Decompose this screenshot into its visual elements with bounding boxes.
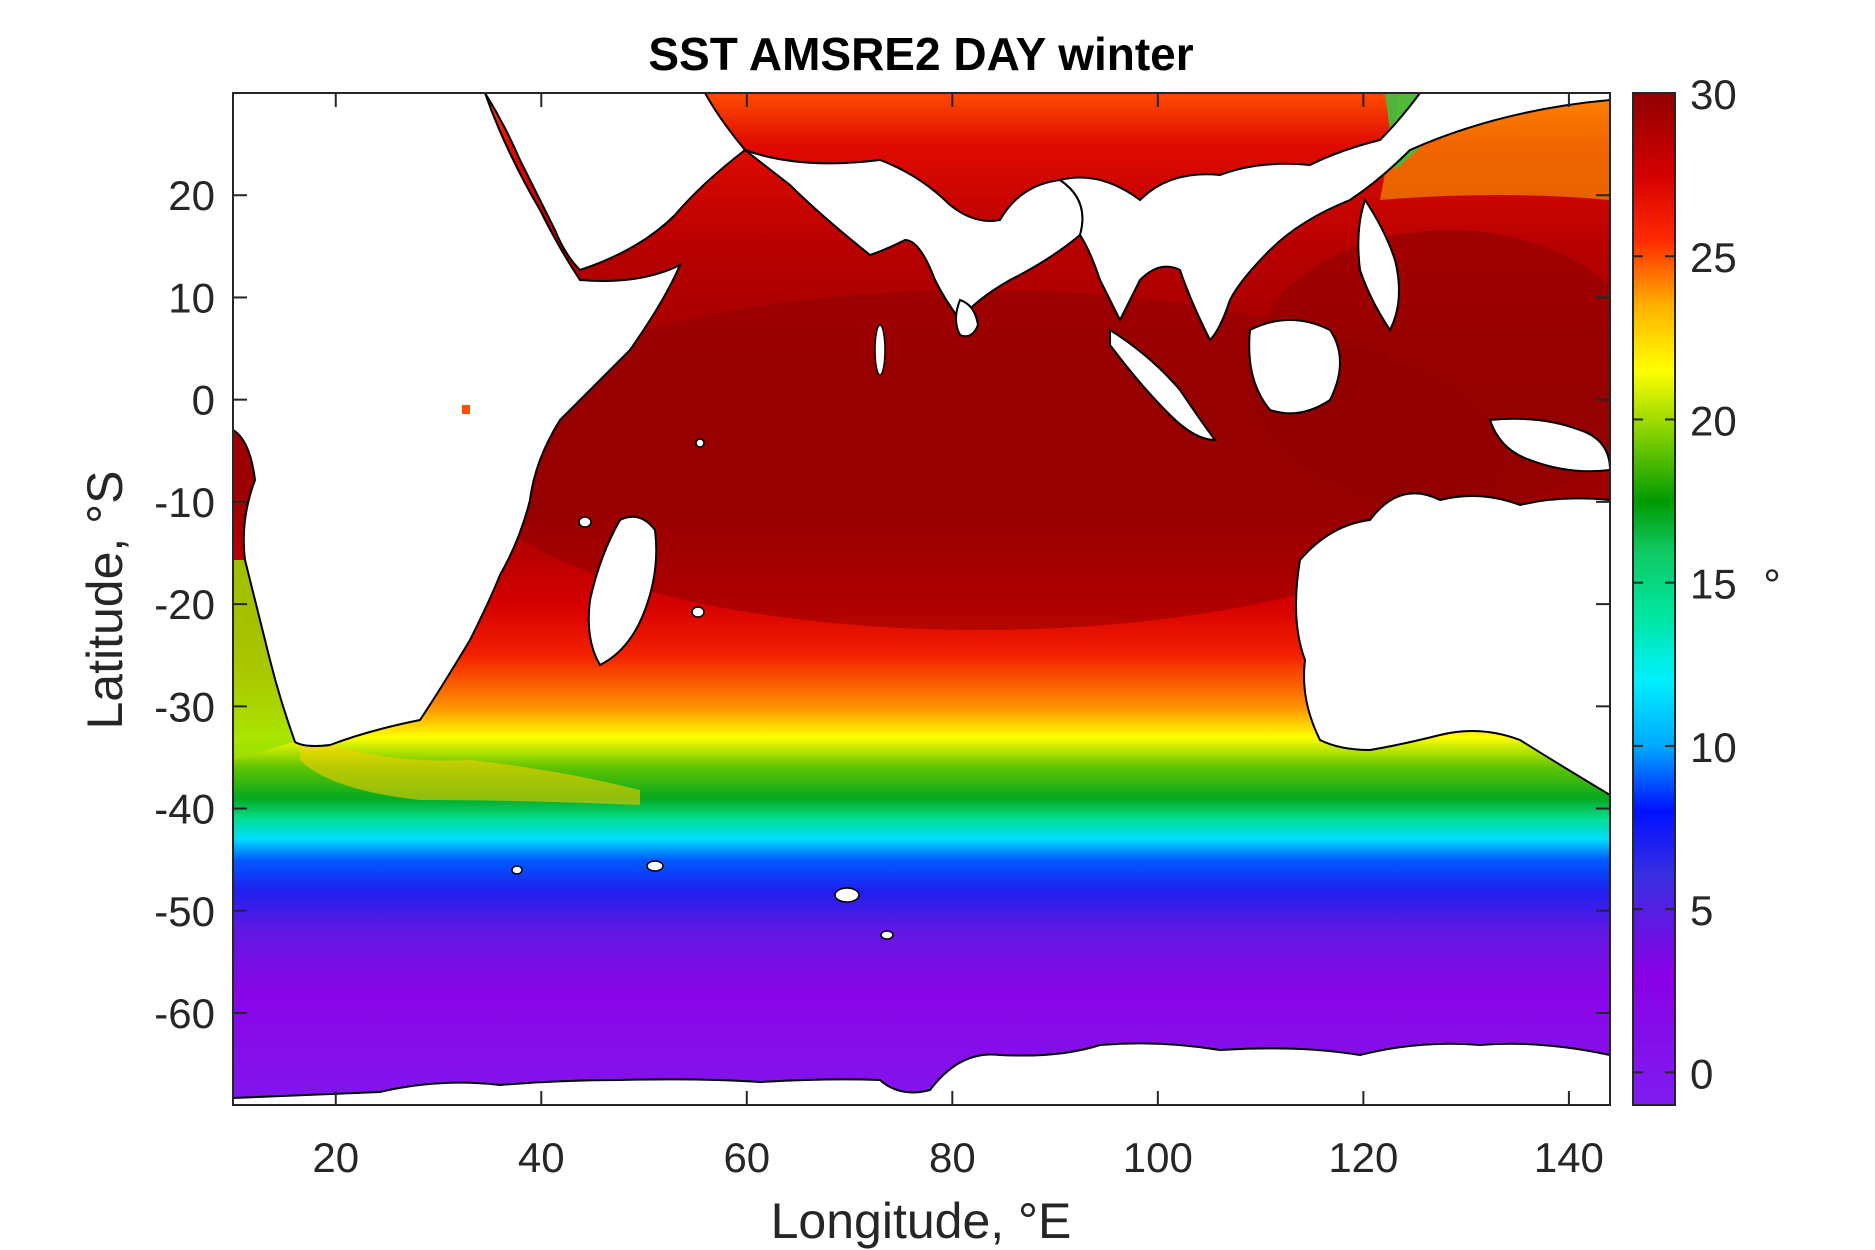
y-tick-label: -30: [154, 683, 215, 730]
x-tick-label: 120: [1328, 1134, 1398, 1181]
island-crozet: [646, 860, 664, 872]
y-tick-label: -10: [154, 479, 215, 526]
land-borneo: [1248, 319, 1341, 415]
land-india: [744, 149, 1084, 322]
colorbar-label: °: [1763, 561, 1781, 610]
island-prince-edward: [511, 865, 523, 875]
y-axis: 20 10 0 -10 -20 -30 -40 -50 -60: [154, 172, 1610, 1037]
colorbar-tick-label: 30: [1690, 71, 1737, 118]
colorbar-tick-label: 0: [1690, 1050, 1713, 1097]
y-tick-label: 0: [192, 377, 215, 424]
island-seychelles: [695, 438, 705, 448]
island-maldives: [874, 324, 886, 376]
y-tick-label: 10: [168, 274, 215, 321]
land-australia: [1295, 492, 1610, 797]
land-africa: [233, 93, 682, 747]
land-new-guinea: [1488, 417, 1610, 473]
island-heard: [880, 930, 894, 940]
x-tick-label: 20: [312, 1134, 359, 1181]
island-mauritius: [691, 606, 705, 618]
y-tick-label: -20: [154, 581, 215, 628]
colorbar-tick-label: 10: [1690, 724, 1737, 771]
land-sumatra: [1109, 328, 1218, 442]
plot-frame: [232, 92, 1611, 1106]
land-madagascar: [587, 515, 658, 667]
x-tick-label: 80: [929, 1134, 976, 1181]
plot-area: [233, 93, 1610, 1105]
chart-title: SST AMSRE2 DAY winter: [648, 28, 1193, 80]
colorbar-tick-label: 25: [1690, 234, 1737, 281]
y-tick-label: -40: [154, 786, 215, 833]
colorbar: [1632, 92, 1676, 1106]
small-islands: [511, 324, 894, 940]
y-tick-label: -60: [154, 990, 215, 1037]
colorbar-tick-label: 5: [1690, 887, 1713, 934]
x-axis: 20 40 60 80 100 120 140: [312, 93, 1604, 1181]
island-comoros: [578, 516, 592, 528]
land-philippines: [1357, 197, 1400, 332]
agulhas-retroflection: [300, 735, 640, 805]
y-axis-label: Latitude, °S: [77, 470, 133, 729]
colorbar-ticks: 0 5 10 15 20 25 30: [1633, 71, 1737, 1097]
x-tick-label: 100: [1123, 1134, 1193, 1181]
y-tick-label: -50: [154, 888, 215, 935]
x-axis-label: Longitude, °E: [771, 1193, 1072, 1249]
colorbar-tick-label: 20: [1690, 397, 1737, 444]
x-tick-label: 40: [518, 1134, 565, 1181]
gulf-guinea-patch: [462, 405, 470, 414]
colorbar-tick-label: 15: [1690, 561, 1737, 608]
land-antarctica: [233, 1042, 1610, 1105]
x-tick-label: 60: [723, 1134, 770, 1181]
land-sri-lanka: [955, 298, 980, 338]
island-kerguelen: [834, 887, 860, 903]
land-southeast-asia: [1057, 93, 1610, 342]
y-tick-label: 20: [168, 172, 215, 219]
land-masses: [233, 93, 1610, 1105]
x-tick-label: 140: [1534, 1134, 1604, 1181]
warm-pool-indian-ocean: [460, 290, 1500, 630]
